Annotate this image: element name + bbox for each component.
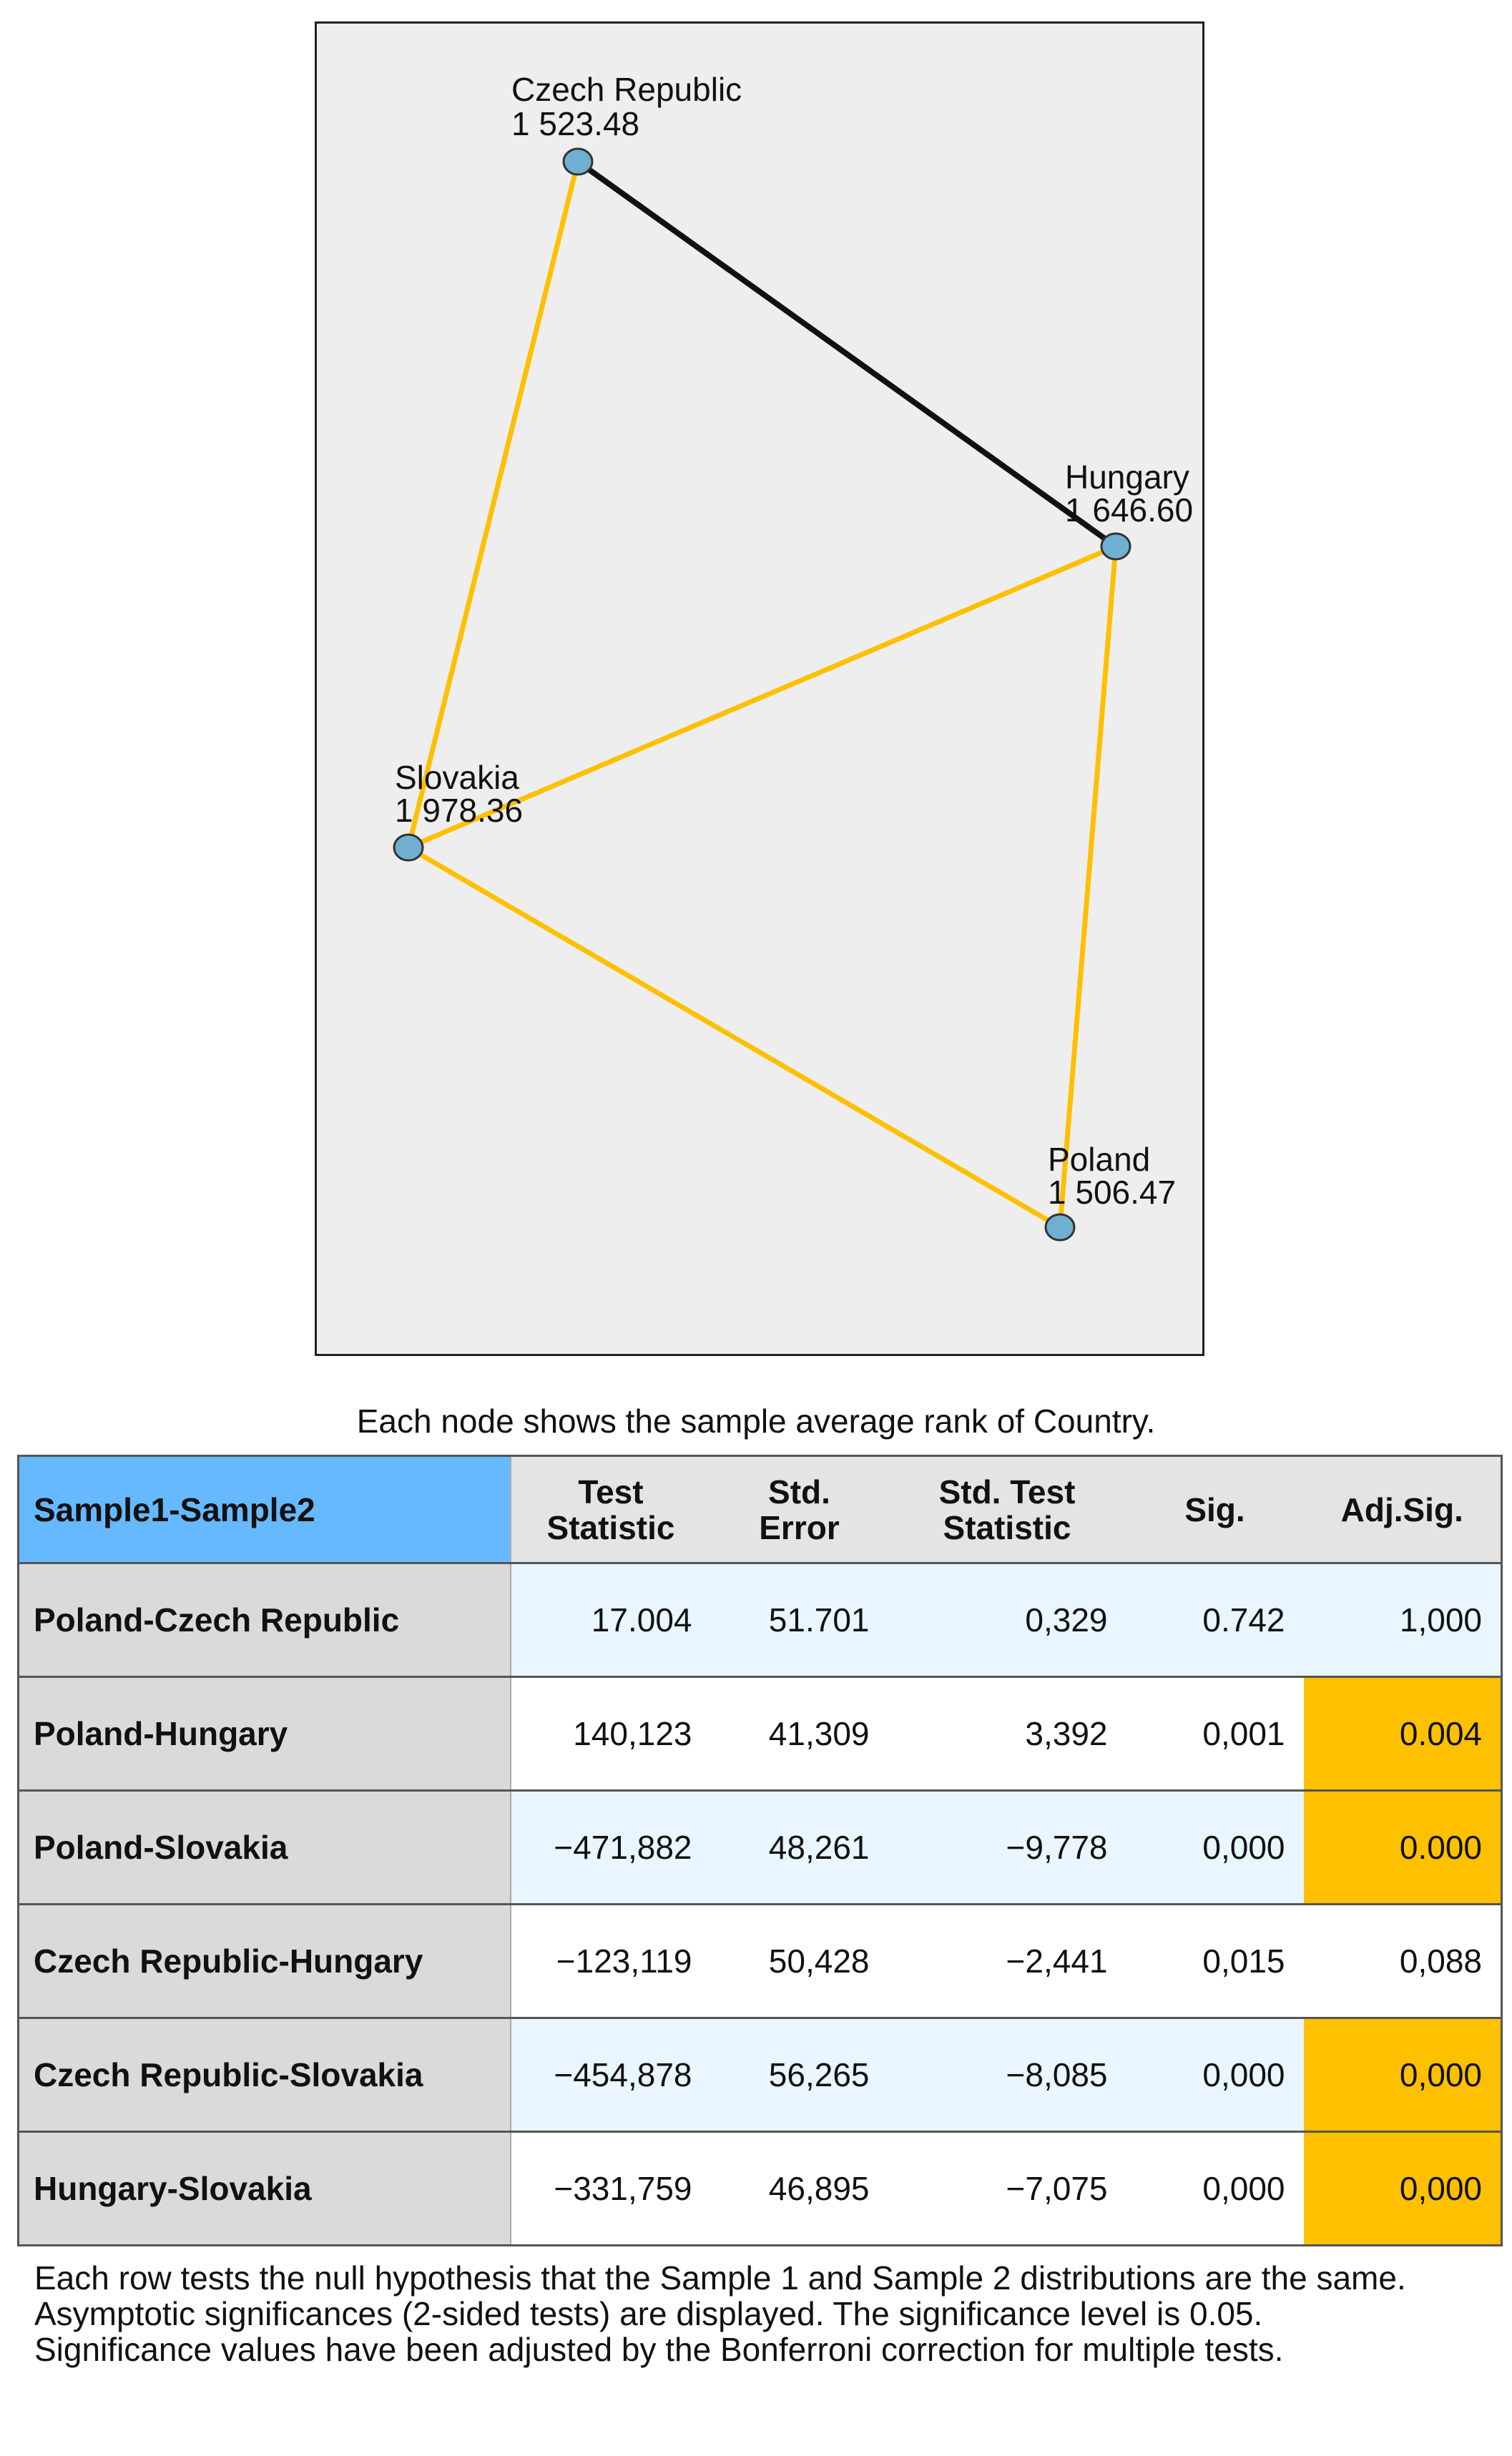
table-row: Poland-Slovakia −471,882 48,261 −9,778 0,000… — [18, 1790, 1502, 1905]
header-sample: Sample1-Sample2 — [18, 1455, 511, 1564]
cell-test-statistic: 140,123 — [510, 1676, 711, 1791]
table-row: Poland-Czech Republic 17.004 51.701 0,329 0.… — [18, 1563, 1502, 1677]
edge-hungary-poland — [1057, 546, 1119, 1228]
node-czech — [562, 147, 594, 176]
table-header-row: Sample1-Sample2 Test Statistic Std. Erro… — [18, 1455, 1502, 1564]
table-body: Poland-Czech Republic 17.004 51.701 0,329 0.… — [18, 1563, 1502, 2246]
cell-std-test-statistic: −7,075 — [888, 2131, 1126, 2246]
footnote-null-hypothesis: Each row tests the null hypothesis that … — [34, 2259, 1406, 2297]
cell-adj-sig: 1,000 — [1303, 1563, 1502, 1677]
cell-std-test-statistic: −9,778 — [888, 1790, 1126, 1905]
cell-test-statistic: 17.004 — [510, 1563, 711, 1677]
header-std-test-statistic: Std. Test Statistic — [888, 1455, 1126, 1564]
header-adj-sig: Adj.Sig. — [1303, 1455, 1502, 1564]
row-label: Poland-Hungary — [18, 1676, 511, 1791]
edge-slovakia-poland — [407, 845, 1061, 1230]
cell-test-statistic: −331,759 — [510, 2131, 711, 2246]
cell-adj-sig: 0,088 — [1303, 1904, 1502, 2018]
edges-layer — [406, 159, 1119, 1230]
cell-sig: 0,000 — [1126, 1790, 1304, 1905]
node-name-slovakia: Slovakia — [395, 759, 519, 796]
cell-std-error: 56,265 — [710, 2018, 888, 2132]
table-row: Poland-Hungary 140,123 41,309 3,392 0,001 0.0… — [18, 1676, 1502, 1791]
node-value-poland: 1 506.47 — [1048, 1174, 1176, 1211]
cell-adj-sig: 0.000 — [1303, 1790, 1502, 1905]
cell-sig: 0,000 — [1126, 2018, 1304, 2132]
cell-sig: 0,015 — [1126, 1904, 1304, 2018]
cell-std-test-statistic: 0,329 — [888, 1563, 1126, 1677]
node-poland — [1044, 1213, 1076, 1242]
header-std-error: Std. Error — [710, 1455, 888, 1564]
cell-std-test-statistic: 3,392 — [888, 1676, 1126, 1791]
header-sig: Sig. — [1126, 1455, 1304, 1564]
cell-std-error: 50,428 — [710, 1904, 888, 2018]
node-value-slovakia: 1 978.36 — [395, 792, 523, 829]
cell-sig: 0,000 — [1126, 2131, 1304, 2246]
cell-std-error: 48,261 — [710, 1790, 888, 1905]
footnote-asymptotic: Asymptotic significances (2-sided tests)… — [34, 2295, 1263, 2332]
pairwise-comparison-diagram: Czech Republic 1 523.48 Hungary 1 646.60 Slo… — [315, 21, 1204, 1356]
row-label: Poland-Czech Republic — [18, 1563, 511, 1677]
diagram-caption: Each node shows the sample average rank … — [356, 1403, 1156, 1440]
cell-std-error: 46,895 — [710, 2131, 888, 2246]
node-hungary — [1100, 532, 1131, 561]
edge-czech-slovakia — [406, 161, 581, 848]
cell-std-error: 51.701 — [710, 1563, 888, 1677]
cell-adj-sig: 0,000 — [1303, 2018, 1502, 2132]
cell-adj-sig: 0,000 — [1303, 2131, 1502, 2246]
footnotes: Each row tests the null hypothesis that … — [34, 2260, 1486, 2367]
node-name-czech: Czech Republic — [511, 71, 742, 108]
cell-sig: 0,001 — [1126, 1676, 1304, 1791]
cell-test-statistic: −471,882 — [510, 1790, 711, 1905]
cell-sig: 0.742 — [1126, 1563, 1304, 1677]
cell-std-test-statistic: −2,441 — [888, 1904, 1126, 2018]
header-test-statistic: Test Statistic — [510, 1455, 711, 1564]
node-name-hungary: Hungary — [1065, 458, 1189, 496]
pairwise-comparisons-table: Sample1-Sample2 Test Statistic Std. Erro… — [17, 1455, 1503, 2246]
row-label: Czech Republic-Slovakia — [18, 2018, 511, 2132]
row-label: Czech Republic-Hungary — [18, 1904, 511, 2018]
table-row: Czech Republic-Hungary −123,119 50,428 −2,4… — [18, 1904, 1502, 2018]
node-value-czech: 1 523.48 — [511, 105, 639, 142]
table-row: Czech Republic-Slovakia −454,878 56,265 −8,… — [18, 2018, 1502, 2132]
node-slovakia — [393, 833, 424, 862]
cell-std-test-statistic: −8,085 — [888, 2018, 1126, 2132]
cell-std-error: 41,309 — [710, 1676, 888, 1791]
edge-hungary-slovakia — [407, 544, 1117, 850]
node-name-poland: Poland — [1048, 1141, 1150, 1178]
node-value-hungary: 1 646.60 — [1065, 491, 1193, 529]
edge-czech-hungary — [576, 159, 1118, 549]
cell-test-statistic: −123,119 — [510, 1904, 711, 2018]
row-label: Hungary-Slovakia — [18, 2131, 511, 2246]
cell-test-statistic: −454,878 — [510, 2018, 711, 2132]
footnote-bonferroni: Significance values have been adjusted b… — [34, 2331, 1284, 2368]
table-row: Hungary-Slovakia −331,759 46,895 −7,075 0,00… — [18, 2131, 1502, 2246]
row-label: Poland-Slovakia — [18, 1790, 511, 1905]
cell-adj-sig: 0.004 — [1303, 1676, 1502, 1791]
